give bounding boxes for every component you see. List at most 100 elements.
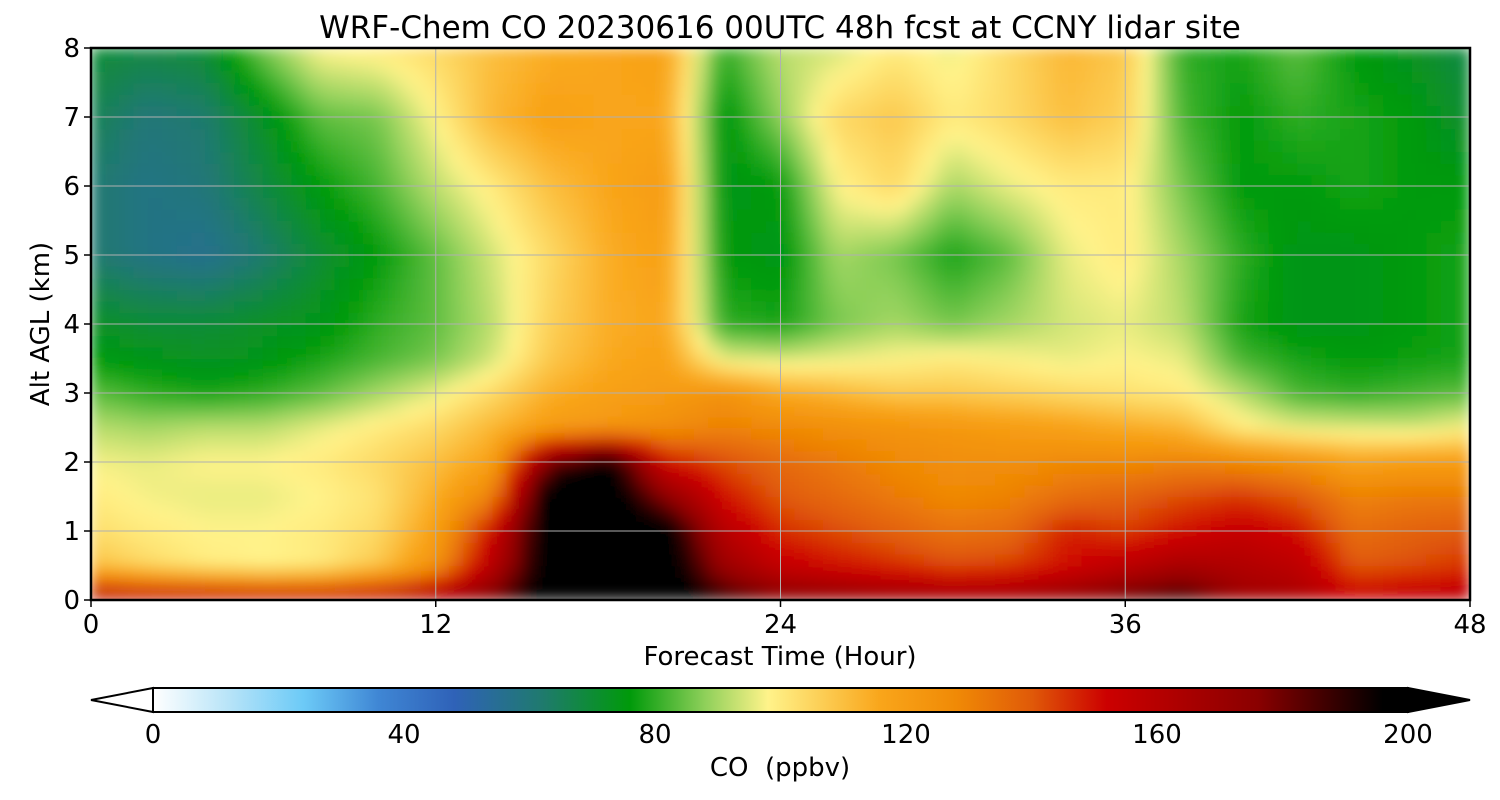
heatmap-cell: [1440, 127, 1457, 141]
heatmap-cell: [162, 495, 178, 509]
heatmap-cell: [981, 576, 997, 590]
heatmap-cell: [535, 403, 552, 417]
heatmap-cell: [492, 185, 509, 199]
heatmap-cell: [492, 70, 509, 84]
heatmap-cell: [808, 139, 825, 153]
heatmap-cell: [334, 231, 351, 245]
heatmap-cell: [449, 219, 466, 233]
heatmap-cell: [923, 576, 940, 590]
heatmap-cell: [176, 277, 193, 291]
heatmap-cell: [449, 127, 466, 141]
heatmap-cell: [104, 70, 121, 84]
heatmap-cell: [190, 392, 207, 406]
heatmap-cell: [1081, 242, 1098, 256]
heatmap-cell: [937, 323, 954, 337]
heatmap-cell: [1139, 104, 1155, 118]
heatmap-cell: [1455, 495, 1470, 509]
heatmap-cell: [966, 541, 983, 555]
heatmap-cell: [894, 380, 911, 394]
heatmap-cell: [435, 300, 451, 314]
heatmap-cell: [894, 93, 911, 107]
heatmap-cell: [392, 48, 408, 61]
heatmap-cell: [1196, 277, 1213, 291]
heatmap-cell: [234, 242, 250, 256]
heatmap-cell: [1095, 173, 1112, 187]
heatmap-cell: [133, 357, 150, 371]
heatmap-cell: [578, 277, 595, 291]
heatmap-cell: [1354, 541, 1371, 555]
heatmap-cell: [521, 127, 537, 141]
heatmap-cell: [995, 323, 1011, 337]
heatmap-cell: [880, 81, 897, 95]
heatmap-cell: [392, 93, 408, 107]
heatmap-cell: [966, 58, 983, 72]
heatmap-cell: [1196, 150, 1213, 164]
heatmap-cell: [334, 116, 351, 130]
heatmap-cell: [1182, 415, 1198, 429]
heatmap-cell: [320, 415, 336, 429]
heatmap-cell: [248, 403, 264, 417]
heatmap-cell: [650, 438, 667, 452]
heatmap-cell: [1282, 415, 1299, 429]
heatmap-cell: [535, 426, 552, 440]
heatmap-cell: [277, 265, 293, 279]
heatmap-cell: [894, 127, 911, 141]
heatmap-cell: [420, 48, 437, 61]
heatmap-cell: [1340, 415, 1356, 429]
heatmap-cell: [492, 415, 509, 429]
heatmap-cell: [779, 438, 796, 452]
heatmap-cell: [420, 357, 437, 371]
heatmap-cell: [1110, 357, 1126, 371]
heatmap-cell: [909, 403, 925, 417]
heatmap-cell: [1139, 139, 1155, 153]
heatmap-cell: [363, 196, 379, 210]
heatmap-cell: [1196, 185, 1213, 199]
heatmap-cell: [1167, 58, 1184, 72]
heatmap-cell: [1325, 104, 1342, 118]
heatmap-cell: [1009, 219, 1026, 233]
heatmap-cell: [708, 357, 724, 371]
y-tick-label: 5: [63, 241, 80, 271]
heatmap-cell: [1455, 208, 1470, 222]
heatmap-cell: [966, 104, 983, 118]
heatmap-cell: [952, 48, 968, 61]
heatmap-cell: [363, 507, 379, 521]
heatmap-cell: [1225, 104, 1241, 118]
heatmap-cell: [1110, 150, 1126, 164]
heatmap-cell: [1368, 162, 1385, 176]
heatmap-cell: [937, 449, 954, 463]
heatmap-cell: [176, 323, 193, 337]
heatmap-cell: [664, 162, 681, 176]
heatmap-cell: [1110, 173, 1126, 187]
heatmap-cell: [1311, 495, 1327, 509]
heatmap-cell: [1139, 346, 1155, 360]
heatmap-cell: [550, 116, 566, 130]
heatmap-cell: [1354, 127, 1371, 141]
heatmap-cell: [1340, 495, 1356, 509]
heatmap-cell: [1124, 564, 1141, 578]
heatmap-cell: [779, 426, 796, 440]
heatmap-cell: [894, 288, 911, 302]
heatmap-cell: [779, 70, 796, 84]
heatmap-cell: [1038, 70, 1055, 84]
heatmap-cell: [765, 415, 782, 429]
heatmap-cell: [607, 173, 624, 187]
heatmap-cell: [822, 380, 839, 394]
heatmap-cell: [679, 438, 695, 452]
heatmap-cell: [1239, 242, 1256, 256]
heatmap-cell: [506, 162, 523, 176]
heatmap-cell: [593, 530, 609, 544]
heatmap-cell: [1455, 461, 1470, 475]
heatmap-cell: [176, 242, 193, 256]
heatmap-cell: [894, 311, 911, 325]
heatmap-cell: [1182, 58, 1198, 72]
heatmap-cell: [1139, 150, 1155, 164]
heatmap-cell: [248, 392, 264, 406]
heatmap-cell: [392, 334, 408, 348]
heatmap-cell: [1110, 392, 1126, 406]
heatmap-cell: [1124, 104, 1141, 118]
heatmap-cell: [1440, 564, 1457, 578]
heatmap-cell: [564, 208, 580, 222]
heatmap-cell: [449, 426, 466, 440]
heatmap-cell: [1095, 415, 1112, 429]
